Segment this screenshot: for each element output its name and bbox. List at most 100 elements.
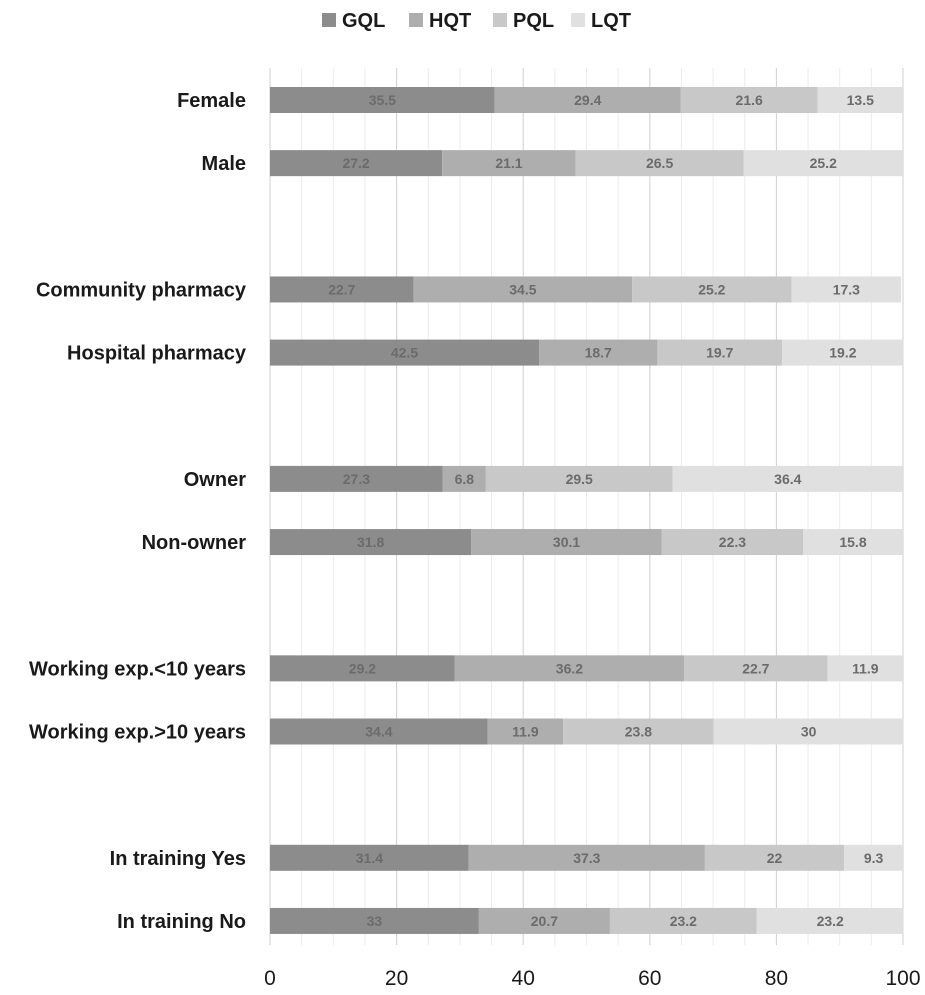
data-label: 30 [801,724,817,740]
x-tick-label: 60 [638,967,661,990]
bar-segment-pql [661,529,803,556]
bar-segment-gql [270,844,469,871]
plot-area: 35.5 29.4 21.6 13.5 27.2 21.1 26.5 25.2 22.7 34.5… [270,87,904,934]
bar-segment-lqt [791,276,902,303]
bar-segment-lqt [756,907,904,934]
bar-segment-hqt [454,655,684,682]
x-tick-label: 0 [264,967,276,990]
category-label: In training No [117,911,246,933]
data-label: 31.4 [356,850,383,866]
bar-segment-lqt [782,339,904,366]
bar-segment-lqt [713,718,904,745]
data-label: 25.2 [810,155,837,171]
data-label: 19.7 [706,345,733,361]
category-label: Community pharmacy [36,279,247,301]
data-label: 27.3 [343,471,370,487]
x-tick-label: 100 [885,967,920,990]
legend-label-lqt: LQT [591,10,631,32]
data-label: 33 [367,913,383,929]
legend-swatch-lqt [571,13,585,27]
value-axis: 0 20 40 60 80 100 [264,967,920,990]
data-label: 11.9 [852,660,879,676]
bar-segment-pql [632,276,792,303]
data-label: 19.2 [829,345,856,361]
bar-segment-pql [680,87,818,113]
data-label: 35.5 [369,92,396,108]
data-label: 17.3 [833,281,860,297]
data-label: 21.6 [736,92,763,108]
data-label: 42.5 [391,345,418,361]
bar-segment-hqt [478,907,610,934]
legend-swatch-pql [493,13,507,27]
bar-segment-lqt [817,87,903,113]
data-label: 34.4 [365,724,392,740]
category-label: Working exp.<10 years [29,658,246,680]
legend: GQL HQT PQL LQT [322,10,631,32]
data-label: 22.7 [328,281,355,297]
bar-segment-gql [270,339,540,366]
category-label: Female [177,90,246,112]
bar-segment-gql [270,907,479,934]
category-axis: Female Male Community pharmacy Hospital pha… [29,90,247,933]
data-label: 23.2 [817,913,844,929]
legend-label-pql: PQL [513,10,554,32]
legend-swatch-gql [322,13,336,27]
data-label: 31.8 [357,534,384,550]
data-label: 27.2 [342,155,369,171]
bar-segment-gql [270,655,455,682]
data-label: 25.2 [698,281,725,297]
bar-segment-hqt [468,844,705,871]
bar-segment-gql [270,150,443,177]
bar-segment-pql [485,465,673,492]
gridlines [269,68,904,945]
data-label: 29.2 [349,660,376,676]
data-label: 36.4 [774,471,801,487]
data-label: 22.3 [719,534,746,550]
bar-segment-hqt [442,465,486,492]
data-label: 13.5 [847,92,874,108]
legend-label-gql: GQL [342,10,385,32]
legend-swatch-hqt [409,13,423,27]
bar-segment-hqt [494,87,681,113]
category-label: Hospital pharmacy [67,343,247,365]
data-label: 15.8 [839,534,866,550]
bar-segment-lqt [802,529,903,556]
bar-segment-lqt [743,150,903,177]
x-tick-label: 40 [512,967,535,990]
bar-segment-lqt [844,844,903,871]
legend-label-hqt: HQT [429,10,471,32]
data-label: 36.2 [556,660,583,676]
bar-segment-hqt [471,529,662,556]
bar-segment-gql [270,465,443,492]
x-tick-label: 20 [385,967,408,990]
category-label: Working exp.>10 years [29,722,246,744]
bar-segment-hqt [442,150,576,177]
data-label: 23.8 [625,724,652,740]
data-label: 22 [767,850,783,866]
bar-segment-pql [563,718,714,745]
bar-segment-gql [270,529,472,556]
data-label: 11.9 [512,724,539,740]
bar-segment-gql [270,718,488,745]
bar-segment-pql [609,907,757,934]
data-label: 22.7 [742,660,769,676]
data-label: 29.5 [566,471,593,487]
data-label: 29.4 [574,92,601,108]
bar-segment-pql [575,150,744,177]
data-label: 18.7 [585,345,612,361]
category-label: In training Yes [110,848,246,870]
data-label: 34.5 [509,281,536,297]
bar-segment-pql [683,655,828,682]
data-label: 26.5 [646,155,673,171]
bar-segment-lqt [672,465,903,492]
data-label: 20.7 [531,913,558,929]
data-label: 37.3 [573,850,600,866]
data-label: 23.2 [670,913,697,929]
bar-segment-pql [657,339,783,366]
data-label: 30.1 [553,534,580,550]
data-label: 21.1 [495,155,522,171]
bar-segment-gql [270,87,495,113]
bar-segment-hqt [413,276,633,303]
data-label: 9.3 [864,850,884,866]
